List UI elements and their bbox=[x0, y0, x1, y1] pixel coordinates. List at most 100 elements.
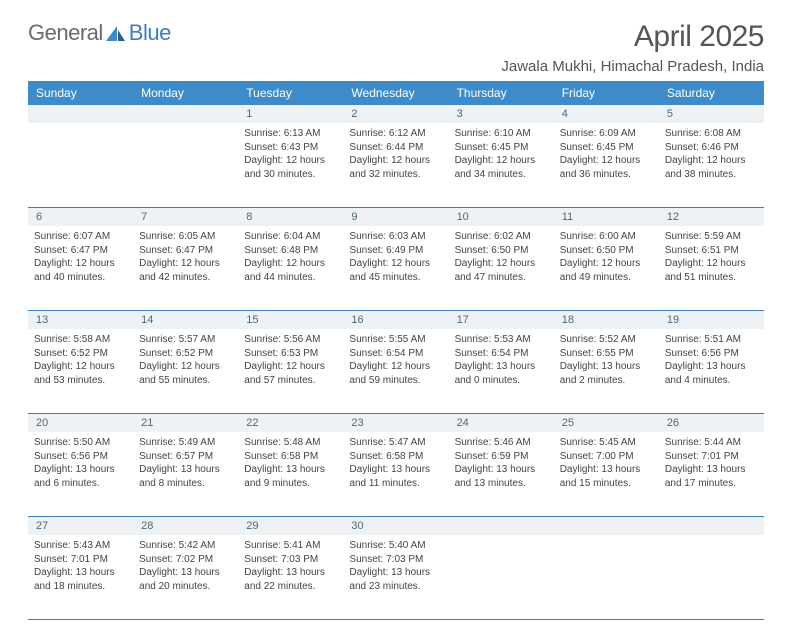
sunrise-text: Sunrise: 6:10 AM bbox=[455, 127, 548, 141]
sunset-text: Sunset: 6:55 PM bbox=[560, 347, 653, 361]
daylight-text: Daylight: 12 hours and 59 minutes. bbox=[349, 360, 442, 387]
day-number: 7 bbox=[133, 208, 238, 226]
sunset-text: Sunset: 6:56 PM bbox=[665, 347, 758, 361]
daylight-text: Daylight: 12 hours and 40 minutes. bbox=[34, 257, 127, 284]
sunset-text: Sunset: 6:53 PM bbox=[244, 347, 337, 361]
day-cell: Sunrise: 6:03 AMSunset: 6:49 PMDaylight:… bbox=[343, 226, 448, 310]
daylight-text: Daylight: 13 hours and 20 minutes. bbox=[139, 566, 232, 593]
day-number: 22 bbox=[238, 414, 343, 432]
day-number: 6 bbox=[28, 208, 133, 226]
day-number: 18 bbox=[554, 311, 659, 329]
day-number-row: ..12345 bbox=[28, 105, 764, 123]
daylight-text: Daylight: 13 hours and 0 minutes. bbox=[455, 360, 548, 387]
sunset-text: Sunset: 6:59 PM bbox=[455, 450, 548, 464]
day-cell bbox=[659, 535, 764, 619]
day-cell: Sunrise: 5:52 AMSunset: 6:55 PMDaylight:… bbox=[554, 329, 659, 413]
daylight-text: Daylight: 12 hours and 55 minutes. bbox=[139, 360, 232, 387]
sunrise-text: Sunrise: 6:09 AM bbox=[560, 127, 653, 141]
weeks-container: ..12345Sunrise: 6:13 AMSunset: 6:43 PMDa… bbox=[28, 105, 764, 620]
sunset-text: Sunset: 6:54 PM bbox=[349, 347, 442, 361]
sunrise-text: Sunrise: 6:08 AM bbox=[665, 127, 758, 141]
weekday-header-row: Sunday Monday Tuesday Wednesday Thursday… bbox=[28, 81, 764, 105]
daylight-text: Daylight: 12 hours and 36 minutes. bbox=[560, 154, 653, 181]
day-cell: Sunrise: 5:45 AMSunset: 7:00 PMDaylight:… bbox=[554, 432, 659, 516]
day-number: 14 bbox=[133, 311, 238, 329]
daylight-text: Daylight: 12 hours and 53 minutes. bbox=[34, 360, 127, 387]
daylight-text: Daylight: 12 hours and 47 minutes. bbox=[455, 257, 548, 284]
day-cell: Sunrise: 6:09 AMSunset: 6:45 PMDaylight:… bbox=[554, 123, 659, 207]
brand-part1: General bbox=[28, 20, 103, 46]
sunset-text: Sunset: 7:01 PM bbox=[34, 553, 127, 567]
sunset-text: Sunset: 6:56 PM bbox=[34, 450, 127, 464]
daylight-text: Daylight: 12 hours and 34 minutes. bbox=[455, 154, 548, 181]
day-cell: Sunrise: 5:41 AMSunset: 7:03 PMDaylight:… bbox=[238, 535, 343, 619]
sunrise-text: Sunrise: 5:59 AM bbox=[665, 230, 758, 244]
sunrise-text: Sunrise: 6:07 AM bbox=[34, 230, 127, 244]
sunrise-text: Sunrise: 5:49 AM bbox=[139, 436, 232, 450]
month-title: April 2025 bbox=[501, 20, 764, 54]
day-number: 28 bbox=[133, 517, 238, 535]
day-number: 25 bbox=[554, 414, 659, 432]
weekday-header: Friday bbox=[554, 81, 659, 105]
week-row: Sunrise: 5:50 AMSunset: 6:56 PMDaylight:… bbox=[28, 432, 764, 517]
day-number: 10 bbox=[449, 208, 554, 226]
calendar-page: General Blue April 2025 Jawala Mukhi, Hi… bbox=[0, 0, 792, 640]
day-number-row: 13141516171819 bbox=[28, 311, 764, 329]
brand-part2: Blue bbox=[129, 20, 171, 46]
sunrise-text: Sunrise: 5:56 AM bbox=[244, 333, 337, 347]
sunrise-text: Sunrise: 5:40 AM bbox=[349, 539, 442, 553]
daylight-text: Daylight: 12 hours and 45 minutes. bbox=[349, 257, 442, 284]
daylight-text: Daylight: 13 hours and 18 minutes. bbox=[34, 566, 127, 593]
sunrise-text: Sunrise: 5:52 AM bbox=[560, 333, 653, 347]
daylight-text: Daylight: 13 hours and 22 minutes. bbox=[244, 566, 337, 593]
sunset-text: Sunset: 6:58 PM bbox=[244, 450, 337, 464]
daylight-text: Daylight: 12 hours and 32 minutes. bbox=[349, 154, 442, 181]
day-number: 4 bbox=[554, 105, 659, 123]
daylight-text: Daylight: 13 hours and 13 minutes. bbox=[455, 463, 548, 490]
day-cell: Sunrise: 5:59 AMSunset: 6:51 PMDaylight:… bbox=[659, 226, 764, 310]
day-cell: Sunrise: 5:46 AMSunset: 6:59 PMDaylight:… bbox=[449, 432, 554, 516]
day-number: 29 bbox=[238, 517, 343, 535]
sunset-text: Sunset: 6:52 PM bbox=[34, 347, 127, 361]
daylight-text: Daylight: 12 hours and 30 minutes. bbox=[244, 154, 337, 181]
day-cell: Sunrise: 5:56 AMSunset: 6:53 PMDaylight:… bbox=[238, 329, 343, 413]
day-cell: Sunrise: 6:00 AMSunset: 6:50 PMDaylight:… bbox=[554, 226, 659, 310]
weekday-header: Monday bbox=[133, 81, 238, 105]
day-cell: Sunrise: 5:55 AMSunset: 6:54 PMDaylight:… bbox=[343, 329, 448, 413]
sunset-text: Sunset: 6:43 PM bbox=[244, 141, 337, 155]
sunrise-text: Sunrise: 5:47 AM bbox=[349, 436, 442, 450]
day-cell: Sunrise: 6:02 AMSunset: 6:50 PMDaylight:… bbox=[449, 226, 554, 310]
week-row: Sunrise: 6:07 AMSunset: 6:47 PMDaylight:… bbox=[28, 226, 764, 311]
day-number: 16 bbox=[343, 311, 448, 329]
daylight-text: Daylight: 13 hours and 17 minutes. bbox=[665, 463, 758, 490]
weekday-header: Saturday bbox=[659, 81, 764, 105]
sunrise-text: Sunrise: 5:51 AM bbox=[665, 333, 758, 347]
day-number: 1 bbox=[238, 105, 343, 123]
sunrise-text: Sunrise: 5:46 AM bbox=[455, 436, 548, 450]
daylight-text: Daylight: 13 hours and 4 minutes. bbox=[665, 360, 758, 387]
daylight-text: Daylight: 12 hours and 42 minutes. bbox=[139, 257, 232, 284]
sunrise-text: Sunrise: 5:43 AM bbox=[34, 539, 127, 553]
day-cell: Sunrise: 6:08 AMSunset: 6:46 PMDaylight:… bbox=[659, 123, 764, 207]
location-text: Jawala Mukhi, Himachal Pradesh, India bbox=[501, 58, 764, 75]
day-cell: Sunrise: 6:04 AMSunset: 6:48 PMDaylight:… bbox=[238, 226, 343, 310]
daylight-text: Daylight: 13 hours and 8 minutes. bbox=[139, 463, 232, 490]
sunset-text: Sunset: 6:49 PM bbox=[349, 244, 442, 258]
brand-logo: General Blue bbox=[28, 20, 171, 46]
day-cell bbox=[554, 535, 659, 619]
weekday-header: Thursday bbox=[449, 81, 554, 105]
sunrise-text: Sunrise: 6:03 AM bbox=[349, 230, 442, 244]
day-number: 2 bbox=[343, 105, 448, 123]
day-number: 27 bbox=[28, 517, 133, 535]
day-number: 19 bbox=[659, 311, 764, 329]
sunrise-text: Sunrise: 5:44 AM bbox=[665, 436, 758, 450]
daylight-text: Daylight: 13 hours and 9 minutes. bbox=[244, 463, 337, 490]
day-number: 13 bbox=[28, 311, 133, 329]
day-number: 12 bbox=[659, 208, 764, 226]
sunrise-text: Sunrise: 6:04 AM bbox=[244, 230, 337, 244]
day-number: 17 bbox=[449, 311, 554, 329]
sunrise-text: Sunrise: 5:45 AM bbox=[560, 436, 653, 450]
daylight-text: Daylight: 12 hours and 44 minutes. bbox=[244, 257, 337, 284]
sunset-text: Sunset: 6:46 PM bbox=[665, 141, 758, 155]
sunrise-text: Sunrise: 5:58 AM bbox=[34, 333, 127, 347]
